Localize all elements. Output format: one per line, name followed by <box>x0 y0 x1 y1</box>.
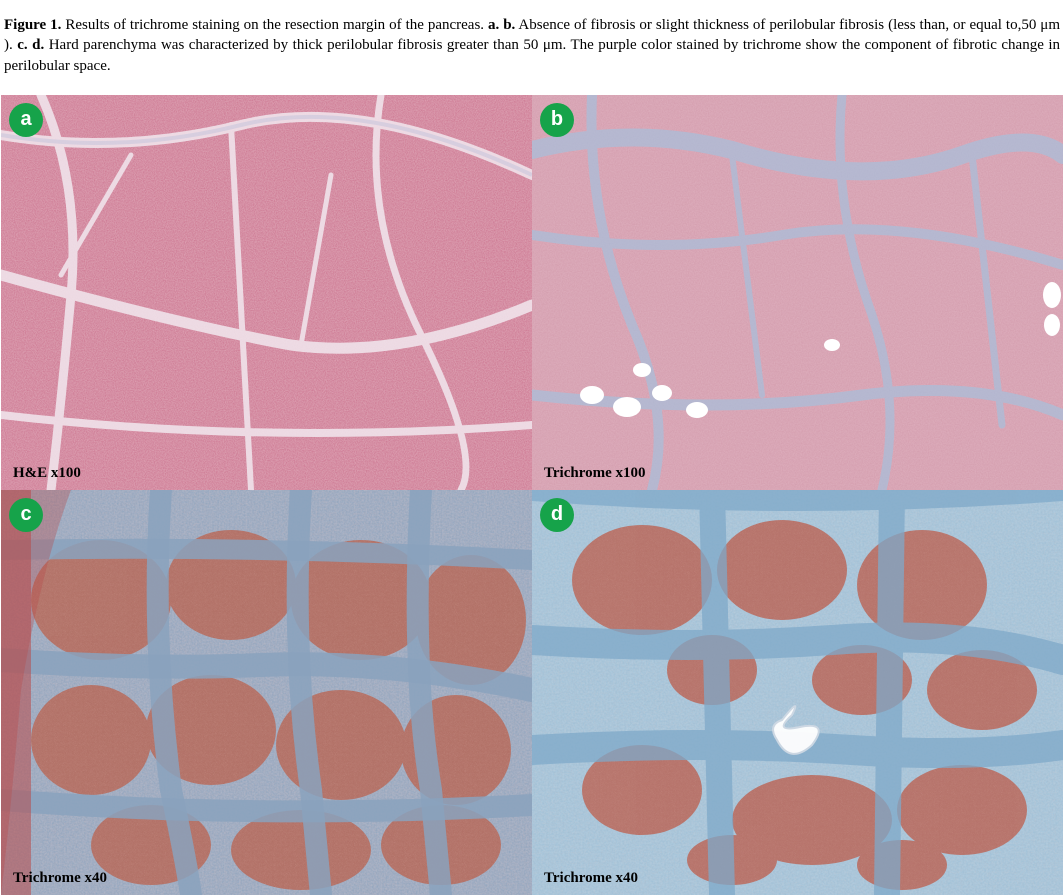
figure-label: Figure 1. <box>4 17 61 33</box>
panel-c: c Trichrome x40 <box>1 490 532 895</box>
panel-letter-c: c <box>9 498 43 532</box>
panel-b: b Trichrome x100 <box>532 95 1063 490</box>
panel-d: d Trichrome x40 <box>532 490 1063 895</box>
panel-b-label-wrap: Trichrome x100 <box>544 464 646 482</box>
panel-letter-b: b <box>540 103 574 137</box>
figure-page: Figure 1. Results of trichrome staining … <box>0 15 1064 895</box>
panel-b-badge: b <box>540 103 574 137</box>
panel-d-label: Trichrome x40 <box>544 870 638 886</box>
panel-grid: a H&E x100 <box>1 95 1063 895</box>
sub-ab-label: a. b. <box>488 17 515 33</box>
figure-caption: Figure 1. Results of trichrome staining … <box>0 15 1064 80</box>
panel-c-badge: c <box>9 498 43 532</box>
panel-a-label: H&E x100 <box>13 465 81 481</box>
panel-letter-a: a <box>9 103 43 137</box>
caption-main: Results of trichrome staining on the res… <box>61 17 488 33</box>
panel-d-badge: d <box>540 498 574 532</box>
panel-c-label: Trichrome x40 <box>13 870 107 886</box>
panel-b-label: Trichrome x100 <box>544 465 646 481</box>
sub-cd-label: c. d. <box>17 37 44 53</box>
sub-cd-text: Hard parenchyma was characterized by thi… <box>4 37 1060 73</box>
panel-c-label-wrap: Trichrome x40 <box>13 869 107 887</box>
panel-b-image <box>532 95 1063 490</box>
panel-c-image <box>1 490 532 895</box>
panel-d-label-wrap: Trichrome x40 <box>544 869 638 887</box>
panel-letter-d: d <box>540 498 574 532</box>
panel-a-image <box>1 95 532 490</box>
panel-a: a H&E x100 <box>1 95 532 490</box>
panel-d-image <box>532 490 1063 895</box>
panel-a-label-wrap: H&E x100 <box>13 464 81 482</box>
panel-a-badge: a <box>9 103 43 137</box>
